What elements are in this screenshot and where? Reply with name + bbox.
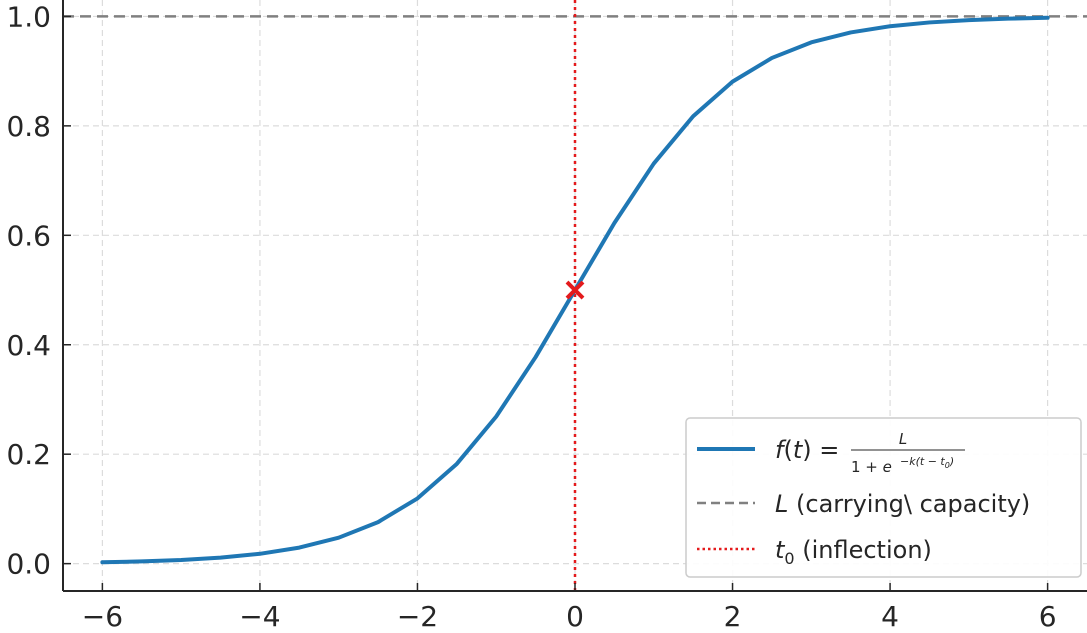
x-tick-label-2: −2 (397, 600, 438, 633)
y-tick-label-0: 0.0 (6, 548, 51, 581)
legend-numerator: L (899, 430, 907, 448)
legend-frame (685, 417, 1082, 578)
x-tick-label-0: −6 (82, 600, 123, 633)
y-tick-label-1: 0.2 (6, 438, 51, 471)
legend-entry-capacity: L (carrying\ capacity) (775, 490, 1030, 518)
y-tick-label-2: 0.4 (6, 329, 51, 362)
legend-exponent: −k(t − t (900, 455, 945, 468)
x-ticks: −6 −4 −2 0 2 4 6 (82, 583, 1057, 633)
markers-layer (565, 280, 585, 300)
legend-inflection-label: (inflection) (795, 536, 932, 564)
y-tick-label-4: 0.8 (6, 110, 51, 143)
svg-text:−k(t − t0): −k(t − t0) (900, 455, 954, 470)
legend-entry-inflection: t0 (inflection) (775, 536, 932, 568)
legend-capacity-label: (carrying\ capacity) (788, 490, 1030, 518)
y-tick-label-5: 1.0 (6, 0, 51, 33)
x-tick-label-1: −4 (239, 600, 280, 633)
x-tick-label-6: 6 (1039, 600, 1057, 633)
legend-t: t (793, 436, 804, 464)
x-tick-label-3: 0 (566, 600, 584, 633)
inflection-marker (565, 280, 585, 300)
legend-capacity-symbol: L (775, 490, 788, 518)
legend-entry-logistic: f(t) = L 1 + e −k(t − t0) (775, 430, 965, 476)
legend-inflection-sub: 0 (784, 549, 794, 568)
y-tick-label-3: 0.6 (6, 219, 51, 252)
legend-exponent-sub: 0 (945, 461, 950, 470)
legend-denom-one: 1 + (851, 458, 883, 476)
legend-inflection-symbol: t (775, 536, 786, 564)
legend-exponent-close: ) (949, 455, 954, 468)
reference-lines (63, 0, 1087, 591)
svg-text:1 + e: 1 + e (851, 458, 892, 476)
y-ticks: 0.0 0.2 0.4 0.6 0.8 1.0 (6, 0, 71, 581)
legend-paren-open: ( (783, 436, 792, 464)
x-tick-label-4: 2 (724, 600, 742, 633)
svg-text:f(t) =: f(t) = (775, 436, 839, 464)
legend: f(t) = L 1 + e −k(t − t0) L (carrying\ c… (685, 417, 1082, 578)
legend-denom-e: e (883, 458, 892, 476)
legend-paren-close: ) (802, 436, 811, 464)
x-tick-label-5: 4 (881, 600, 899, 633)
legend-equals: = (812, 436, 840, 464)
